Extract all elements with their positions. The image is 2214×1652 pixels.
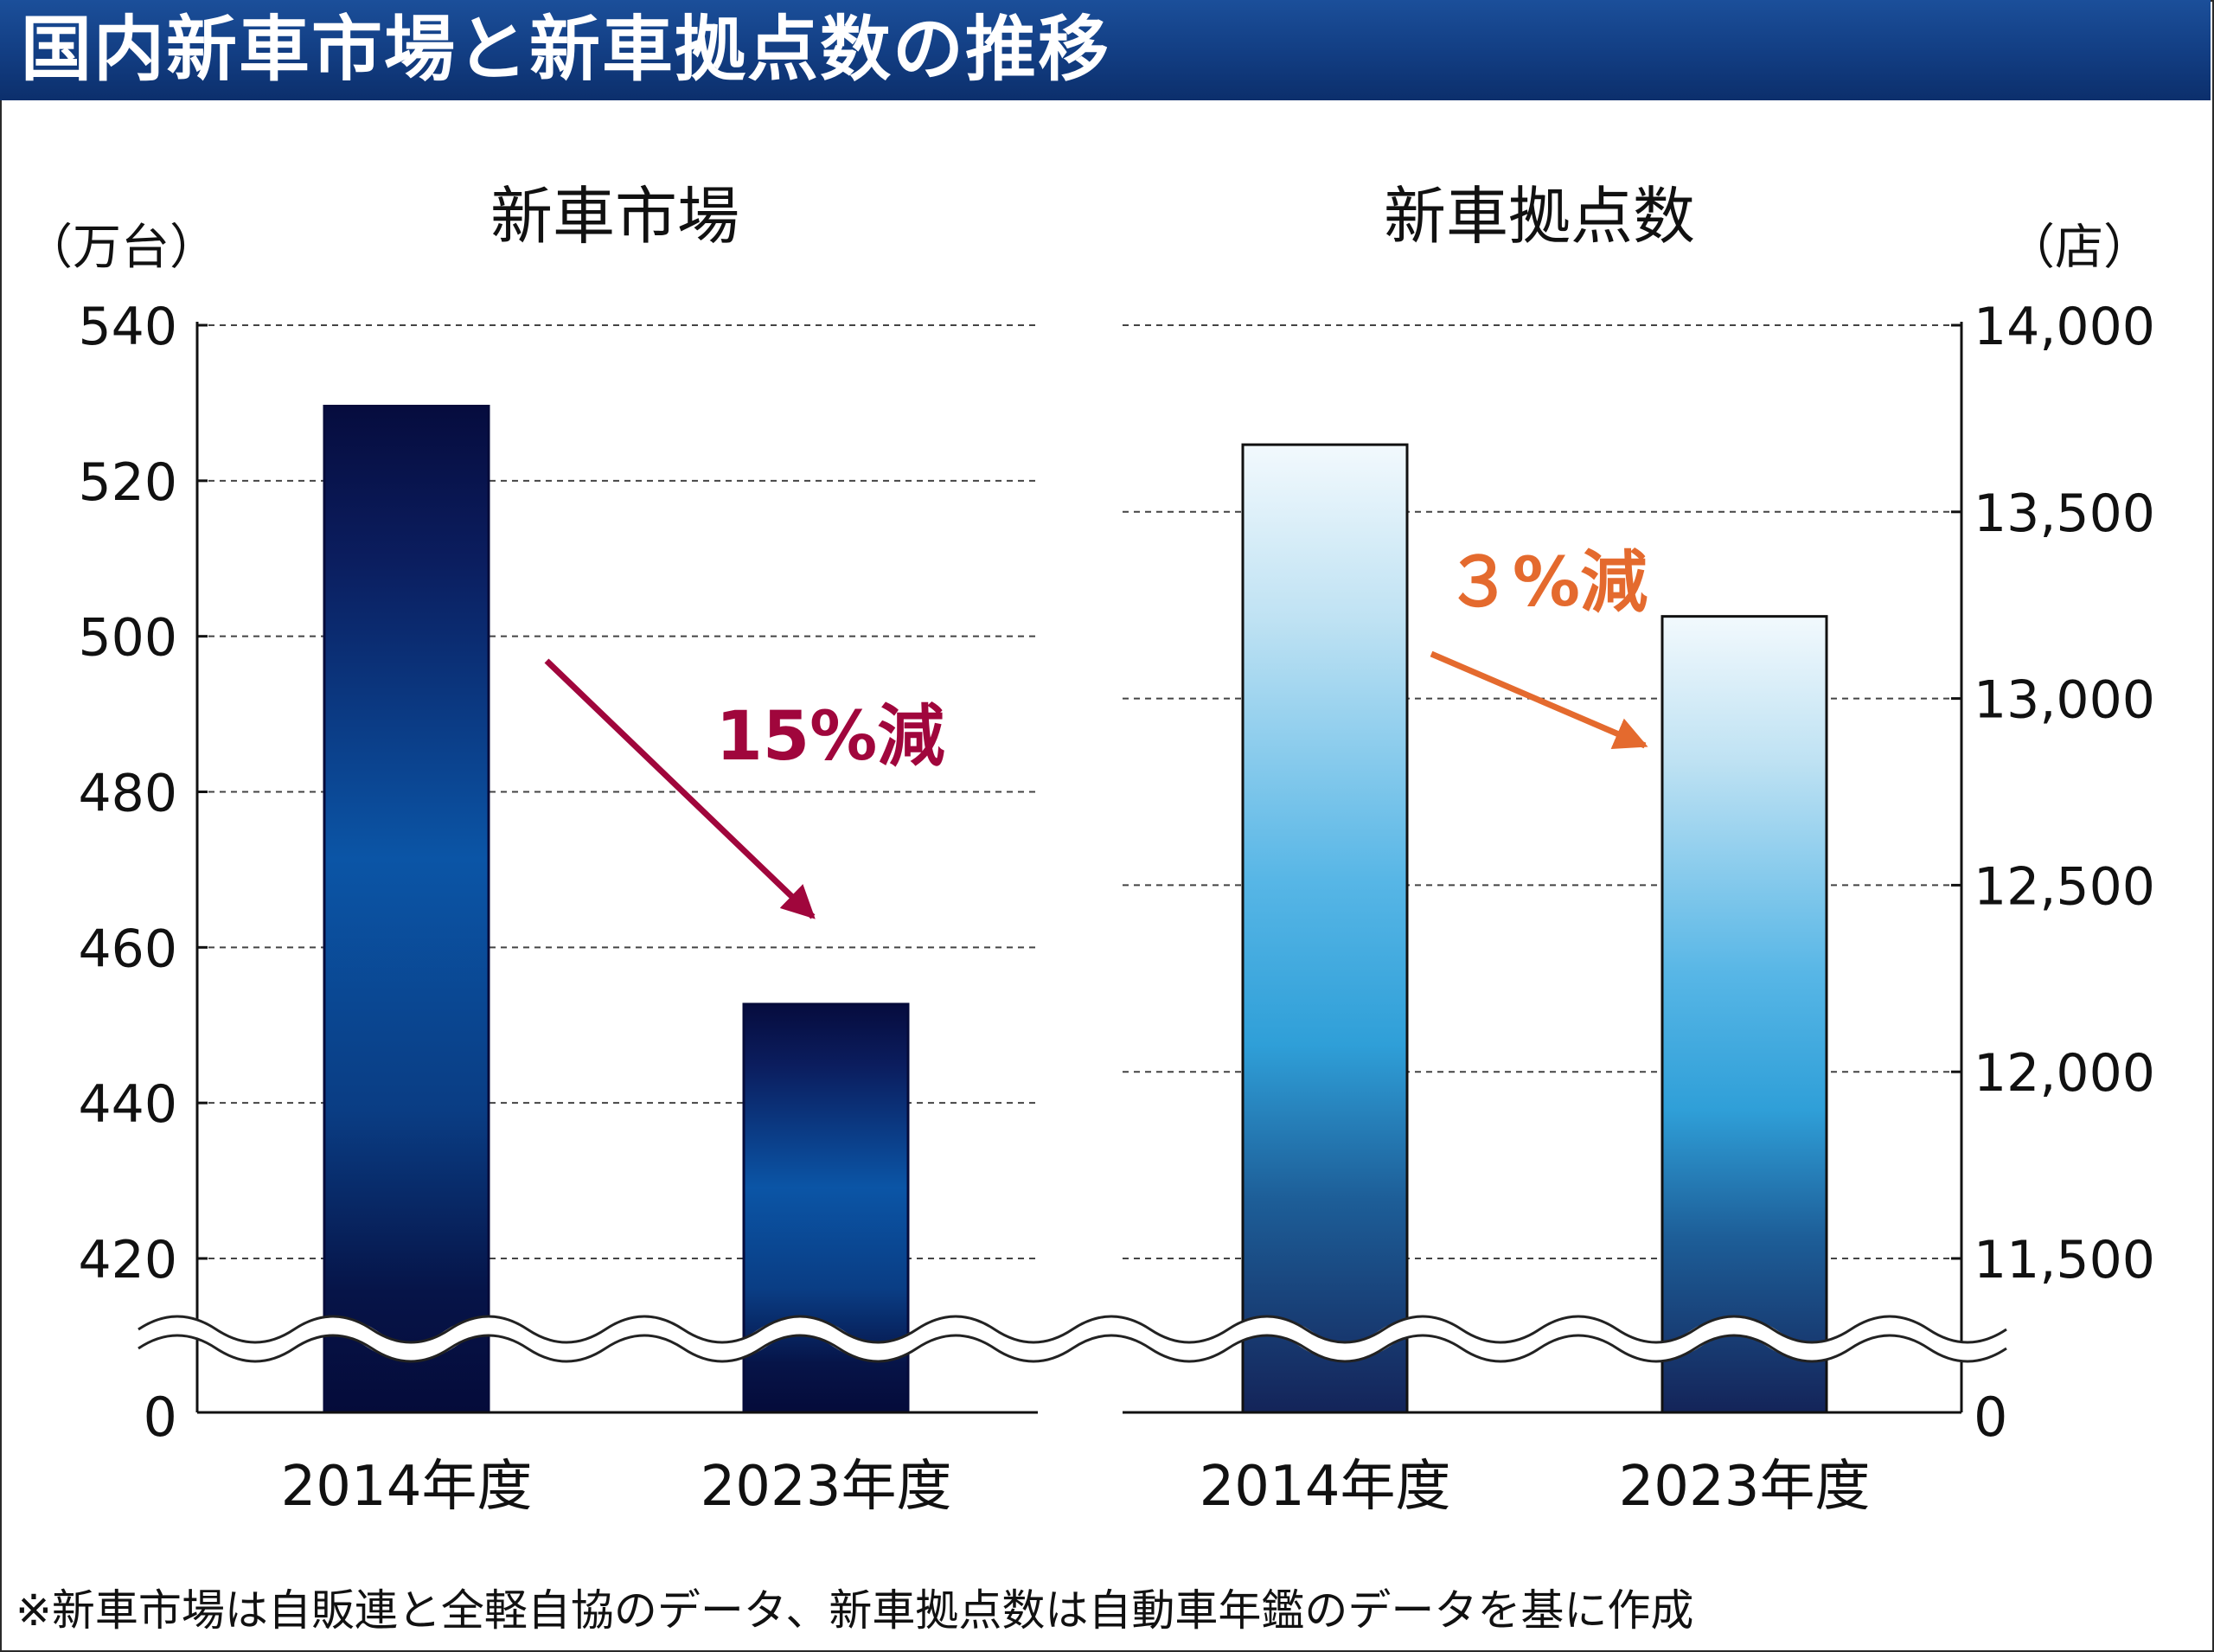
annotation-dealers: ３%減 [1445, 544, 1648, 622]
y-tick-label-market: 540 [78, 297, 177, 357]
baseline-label-right: 0 [1974, 1386, 2007, 1449]
annotation-market: 15%減 [716, 698, 945, 776]
x-category-label-market-0: 2014年度 [281, 1455, 533, 1519]
chart-title-market: 新車市場 [490, 180, 739, 253]
chart-text: 新車市場 新車拠点数 （万台） （店） 15%減 ３%減 0 0 [24, 180, 2152, 1449]
axis-break-wave [132, 1316, 2012, 1361]
bar-dealers-0 [1241, 443, 1409, 1414]
axes [195, 322, 1963, 1414]
unit-label-dealers: （店） [2006, 220, 2152, 276]
y-tick-label-market: 420 [78, 1230, 177, 1290]
y-tick-label-market: 440 [78, 1074, 177, 1135]
y-tick-label-market: 500 [78, 608, 177, 669]
y-tick-label-dealers: 12,000 [1974, 1043, 2155, 1104]
trend-arrow-market [544, 658, 816, 919]
y-tick-label-market: 480 [78, 764, 177, 824]
y-tick-label-dealers: 13,500 [1974, 483, 2155, 544]
category-labels: 2014年度 2023年度 2014年度 2023年度 [281, 1455, 1871, 1519]
axis-break-line-bottom [138, 1334, 2007, 1363]
axis-break-line-top [138, 1315, 2007, 1344]
title-bar: 国内新車市場と新車拠点数の推移 [0, 0, 2211, 100]
trend-arrow-dealers [1430, 650, 1648, 750]
y-tick-label-dealers: 12,500 [1974, 856, 2155, 917]
page-title: 国内新車市場と新車拠点数の推移 [21, 9, 1111, 91]
chart-title-dealers: 新車拠点数 [1384, 180, 1695, 253]
x-category-label-dealers-1: 2023年度 [1619, 1455, 1871, 1519]
x-category-label-dealers-0: 2014年度 [1200, 1455, 1451, 1519]
y-tick-label-market: 460 [78, 919, 177, 979]
bar-dealers-1 [1660, 615, 1828, 1414]
y-tick-label-dealers: 11,500 [1974, 1230, 2155, 1290]
footnote: ※新車市場は自販連と全軽自協のデータ、新車拠点数は自動車年鑑のデータを基に作成 [16, 1585, 1694, 1636]
y-tick-label-dealers: 13,000 [1974, 670, 2155, 731]
baseline-label-left: 0 [144, 1386, 177, 1449]
y-tick-label-dealers: 14,000 [1974, 297, 2155, 357]
bars [323, 405, 1828, 1414]
bar-market-0 [323, 405, 490, 1414]
x-category-label-market-1: 2023年度 [701, 1455, 952, 1519]
tick-labels: 540 520 500 480 460 440 420 14,000 13,500 13,000 1… [78, 297, 2154, 1290]
unit-label-market: （万台） [24, 220, 218, 276]
y-tick-label-market: 520 [78, 452, 177, 513]
